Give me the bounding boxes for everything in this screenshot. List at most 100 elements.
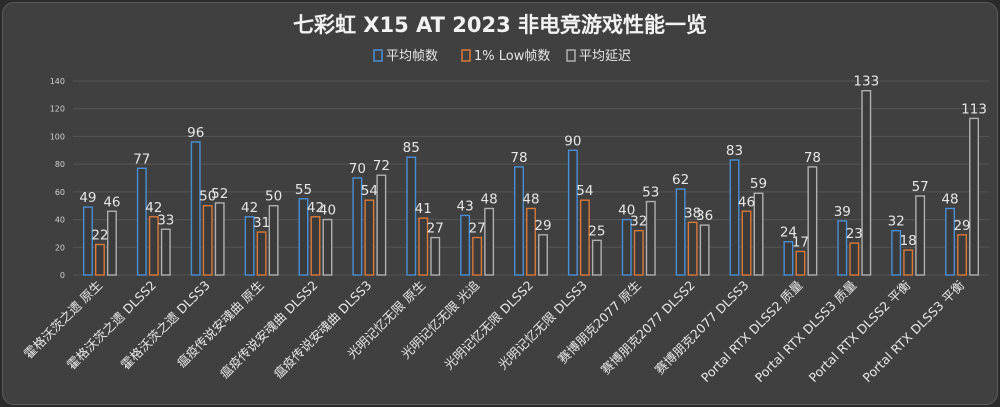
bar xyxy=(891,229,902,276)
data-label: 18 xyxy=(900,233,917,249)
data-label: 27 xyxy=(427,221,444,237)
bar xyxy=(621,218,632,276)
category-label: 赛博朋克2077 DLSS3 xyxy=(652,278,752,378)
legend-swatch xyxy=(461,49,471,62)
bar xyxy=(202,205,213,276)
data-label: 90 xyxy=(564,133,581,149)
category-label: 光明记忆无限 DLSS2 xyxy=(441,278,536,373)
bar xyxy=(376,174,387,276)
bar xyxy=(675,188,686,276)
y-tick-label: 100 xyxy=(50,132,65,141)
bar xyxy=(406,156,417,276)
bar xyxy=(298,198,309,276)
data-label: 46 xyxy=(103,194,120,210)
category-label: Portal RTX DLSS3 平衡 xyxy=(860,278,968,386)
bar xyxy=(310,216,321,276)
category-label: 霍格沃茨之遗 DLSS2 xyxy=(64,278,159,373)
data-label: 41 xyxy=(415,201,432,217)
bar xyxy=(969,117,980,276)
bar xyxy=(472,236,483,276)
data-label: 113 xyxy=(961,101,987,117)
data-label: 50 xyxy=(199,189,216,205)
bar xyxy=(136,167,147,276)
bar xyxy=(903,249,914,276)
y-tick-label: 0 xyxy=(60,271,65,280)
bar xyxy=(861,89,872,276)
bar xyxy=(526,207,536,276)
bar xyxy=(514,166,524,276)
bar xyxy=(322,218,333,276)
bar xyxy=(538,234,548,276)
category-label: Portal RTX DLSS2 平衡 xyxy=(806,278,914,386)
data-label: 54 xyxy=(361,183,378,199)
bar xyxy=(160,228,171,276)
data-label: 53 xyxy=(642,185,659,201)
bar xyxy=(352,177,363,276)
data-label: 72 xyxy=(373,158,390,174)
category-label: 霍格沃茨之遗 DLSS3 xyxy=(118,278,213,373)
category-label: 赛博朋克2077 DLSS2 xyxy=(598,278,698,378)
bar xyxy=(190,141,201,276)
bar xyxy=(645,200,656,276)
bar xyxy=(915,195,926,276)
bars xyxy=(82,89,980,276)
bar xyxy=(82,206,93,276)
bar xyxy=(687,221,698,276)
data-label: 27 xyxy=(469,221,486,237)
data-label: 22 xyxy=(91,228,108,244)
bar xyxy=(741,210,752,276)
category-label: Portal RTX DLSS2 质量 xyxy=(698,278,806,386)
data-label: 29 xyxy=(534,218,551,234)
bar xyxy=(795,250,806,276)
category-label: 光明记忆无限 DLSS3 xyxy=(495,278,590,373)
legend-swatch xyxy=(566,49,576,62)
bar xyxy=(567,149,578,276)
bar xyxy=(268,205,279,276)
data-label: 48 xyxy=(522,191,539,207)
data-label: 36 xyxy=(696,208,713,224)
data-label: 29 xyxy=(953,218,970,234)
bar xyxy=(729,159,740,276)
category-label: 瘟疫传说安魂曲 DLSS3 xyxy=(271,278,375,382)
data-label: 78 xyxy=(510,150,527,166)
data-label: 39 xyxy=(834,204,851,220)
data-label: 32 xyxy=(888,214,905,230)
legend-label: 平均帧数 xyxy=(386,49,438,64)
data-label: 24 xyxy=(780,225,797,241)
data-label: 40 xyxy=(319,203,336,219)
bar xyxy=(699,224,710,276)
category-label: 瘟疫传说安魂曲 DLSS2 xyxy=(217,278,321,382)
bar xyxy=(591,239,602,276)
y-tick-label: 20 xyxy=(55,243,65,252)
data-label: 133 xyxy=(853,74,879,90)
data-label: 25 xyxy=(588,223,605,239)
y-tick-label: 60 xyxy=(55,188,65,197)
y-tick-label: 140 xyxy=(50,77,65,86)
data-label: 40 xyxy=(618,203,635,219)
data-label: 96 xyxy=(187,125,204,141)
data-label: 52 xyxy=(211,186,228,202)
data-label: 17 xyxy=(792,234,809,250)
bar xyxy=(807,166,818,276)
data-label: 33 xyxy=(157,212,174,228)
bar xyxy=(430,236,441,276)
data-label: 48 xyxy=(941,191,958,207)
bar xyxy=(364,199,375,276)
bar xyxy=(945,207,956,276)
data-label: 32 xyxy=(630,214,647,230)
data-label: 57 xyxy=(912,179,929,195)
legend-swatch xyxy=(373,49,383,62)
bar xyxy=(753,192,764,276)
legend-label: 平均延迟 xyxy=(579,49,631,64)
bar xyxy=(579,199,590,276)
bar xyxy=(957,234,968,276)
bar-chart: 七彩虹 X15 AT 2023 非电竞游戏性能一览 平均帧数 1% Low帧数 平均… xyxy=(21,13,989,385)
bar xyxy=(418,217,429,276)
bar xyxy=(244,216,255,276)
category-label: Portal RTX DLSS3 质量 xyxy=(752,278,860,386)
data-label: 77 xyxy=(133,151,150,167)
data-label: 46 xyxy=(738,194,755,210)
